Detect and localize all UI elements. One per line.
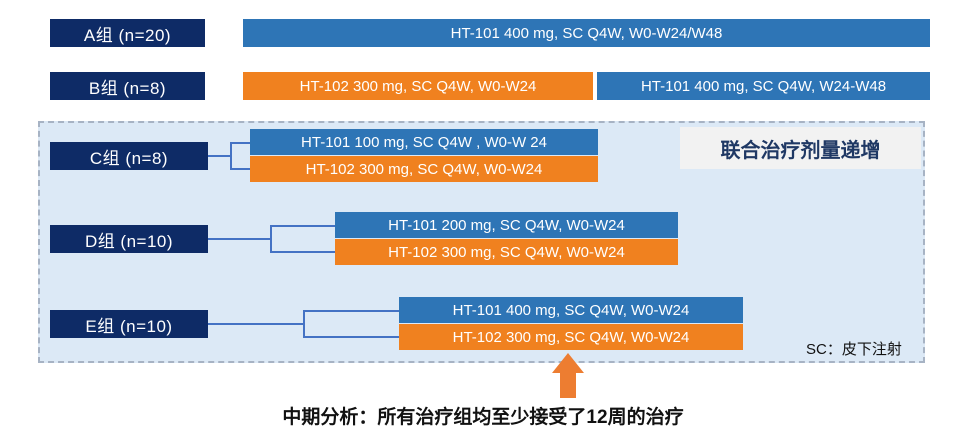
group-c-connector-bracket (230, 142, 250, 170)
group-a-label: A组 (n=20) (50, 19, 205, 47)
group-c-bar-ht102: HT-102 300 mg, SC Q4W, W0-W24 (250, 156, 598, 182)
group-e-connector-line (208, 323, 303, 325)
group-b-bar-ht102: HT-102 300 mg, SC Q4W, W0-W24 (243, 72, 593, 100)
group-e-bar-ht102: HT-102 300 mg, SC Q4W, W0-W24 (399, 324, 743, 350)
group-d-label: D组 (n=10) (50, 225, 208, 253)
group-e-label: E组 (n=10) (50, 310, 208, 338)
group-e-bar-ht101: HT-101 400 mg, SC Q4W, W0-W24 (399, 297, 743, 323)
group-e-connector-bracket (303, 310, 399, 338)
group-c-connector-line (208, 155, 230, 157)
combo-escalation-callout: 联合治疗剂量递增 (680, 127, 921, 169)
interim-analysis-caption: 中期分析：所有治疗组均至少接受了12周的治疗 (282, 407, 684, 428)
group-a-bar-ht101: HT-101 400 mg, SC Q4W, W0-W24/W48 (243, 19, 930, 47)
group-b-bar-ht101: HT-101 400 mg, SC Q4W, W24-W48 (597, 72, 930, 100)
group-c-label: C组 (n=8) (50, 142, 208, 170)
up-arrow-stem (560, 372, 576, 398)
group-d-bar-ht102: HT-102 300 mg, SC Q4W, W0-W24 (335, 239, 678, 265)
group-d-connector-line (208, 238, 270, 240)
up-arrow-icon (552, 353, 584, 373)
group-c-bar-ht101: HT-101 100 mg, SC Q4W , W0-W 24 (250, 129, 598, 155)
sc-footnote: SC：皮下注射 (806, 341, 902, 358)
group-b-label: B组 (n=8) (50, 72, 205, 100)
group-d-bar-ht101: HT-101 200 mg, SC Q4W, W0-W24 (335, 212, 678, 238)
group-d-connector-bracket (270, 225, 335, 253)
